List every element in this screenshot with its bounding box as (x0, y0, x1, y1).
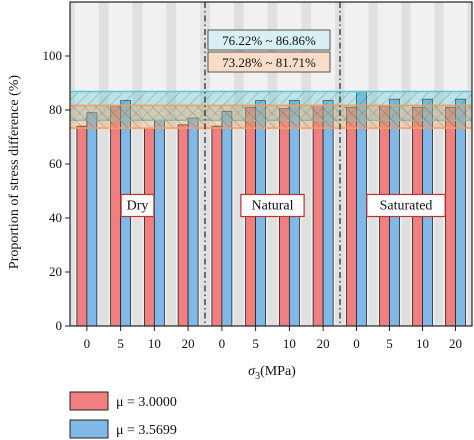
y-tick-label-0: 0 (56, 318, 63, 333)
group-label-natural: Natural (252, 199, 294, 214)
y-tick-label-5: 100 (43, 48, 63, 63)
x-tick-label-8: 0 (353, 336, 360, 351)
y-tick-label-1: 20 (49, 264, 62, 279)
legend-label-0: μ = 3.0000 (116, 395, 177, 410)
bar-series1-3 (187, 117, 199, 327)
x-tick-label-6: 10 (283, 336, 296, 351)
group-label-box-1 (240, 193, 305, 218)
group-label-saturated: Saturated (380, 199, 433, 214)
bar-series0-2 (143, 127, 155, 327)
x-axis-symbol: σ (248, 364, 256, 379)
range-label-box-0 (207, 29, 331, 51)
bar-series0-11 (445, 106, 456, 327)
x-tick-label-10: 10 (416, 336, 429, 351)
bar-series0-1 (110, 105, 122, 327)
x-tick-label-0: 0 (84, 336, 91, 351)
bar-series0-0 (76, 125, 88, 327)
legend-label-1: μ = 3.5699 (116, 423, 177, 438)
x-tick-label-1: 5 (117, 336, 124, 351)
group-label-box-2 (366, 193, 446, 218)
group-labels: Dry Natural Saturated (120, 193, 446, 218)
x-tick-label-5: 5 (252, 336, 259, 351)
range-label-box-1 (207, 51, 331, 73)
x-axis-title: σ3(MPa) (248, 364, 296, 382)
bar-series1-7 (322, 100, 334, 327)
bar-series1-11 (455, 98, 466, 327)
group-separators (204, 2, 341, 326)
bar-series1-4 (221, 110, 233, 327)
bar-series0-4 (211, 125, 223, 327)
x-tick-label-2: 10 (148, 336, 161, 351)
group-label-box-0 (120, 193, 155, 218)
group-label-dry: Dry (127, 199, 149, 214)
x-tick-label-9: 5 (386, 336, 393, 351)
x-axis-subscript: 3 (255, 371, 260, 382)
range-label-0: 76.22% ~ 86.86% (222, 33, 316, 48)
bar-series1-0 (86, 112, 98, 327)
range-label-1: 73.28% ~ 81.71% (222, 55, 316, 70)
y-tick-label-3: 60 (49, 156, 62, 171)
x-tick-label-7: 20 (317, 336, 330, 351)
y-axis-title: Proportion of stress difference (%) (7, 75, 22, 269)
bar-series0-3 (177, 124, 189, 327)
x-axis-unit: (MPa) (260, 364, 296, 379)
bars (74, 2, 468, 327)
y-tick-label-4: 80 (49, 102, 62, 117)
bar-series0-8 (346, 106, 357, 327)
legend: μ = 3.0000 μ = 3.5699 (69, 391, 177, 439)
range-hatch-1 (70, 105, 472, 129)
legend-swatch-0 (69, 391, 109, 411)
range-labels: 76.22% ~ 86.86% 73.28% ~ 81.71% (207, 29, 331, 73)
legend-swatch-1 (69, 419, 109, 439)
bar-series1-2 (153, 119, 165, 327)
x-tick-label-11: 20 (449, 336, 462, 351)
bar-series0-6 (278, 108, 290, 327)
bar-series0-7 (312, 105, 324, 327)
y-tick-label-2: 40 (49, 210, 62, 225)
axes: 0 20 40 60 80 100 0 5 10 20 0 5 10 20 0 5 10 20 (43, 1, 473, 351)
x-tick-label-3: 20 (182, 336, 195, 351)
x-tick-label-4: 0 (219, 336, 226, 351)
